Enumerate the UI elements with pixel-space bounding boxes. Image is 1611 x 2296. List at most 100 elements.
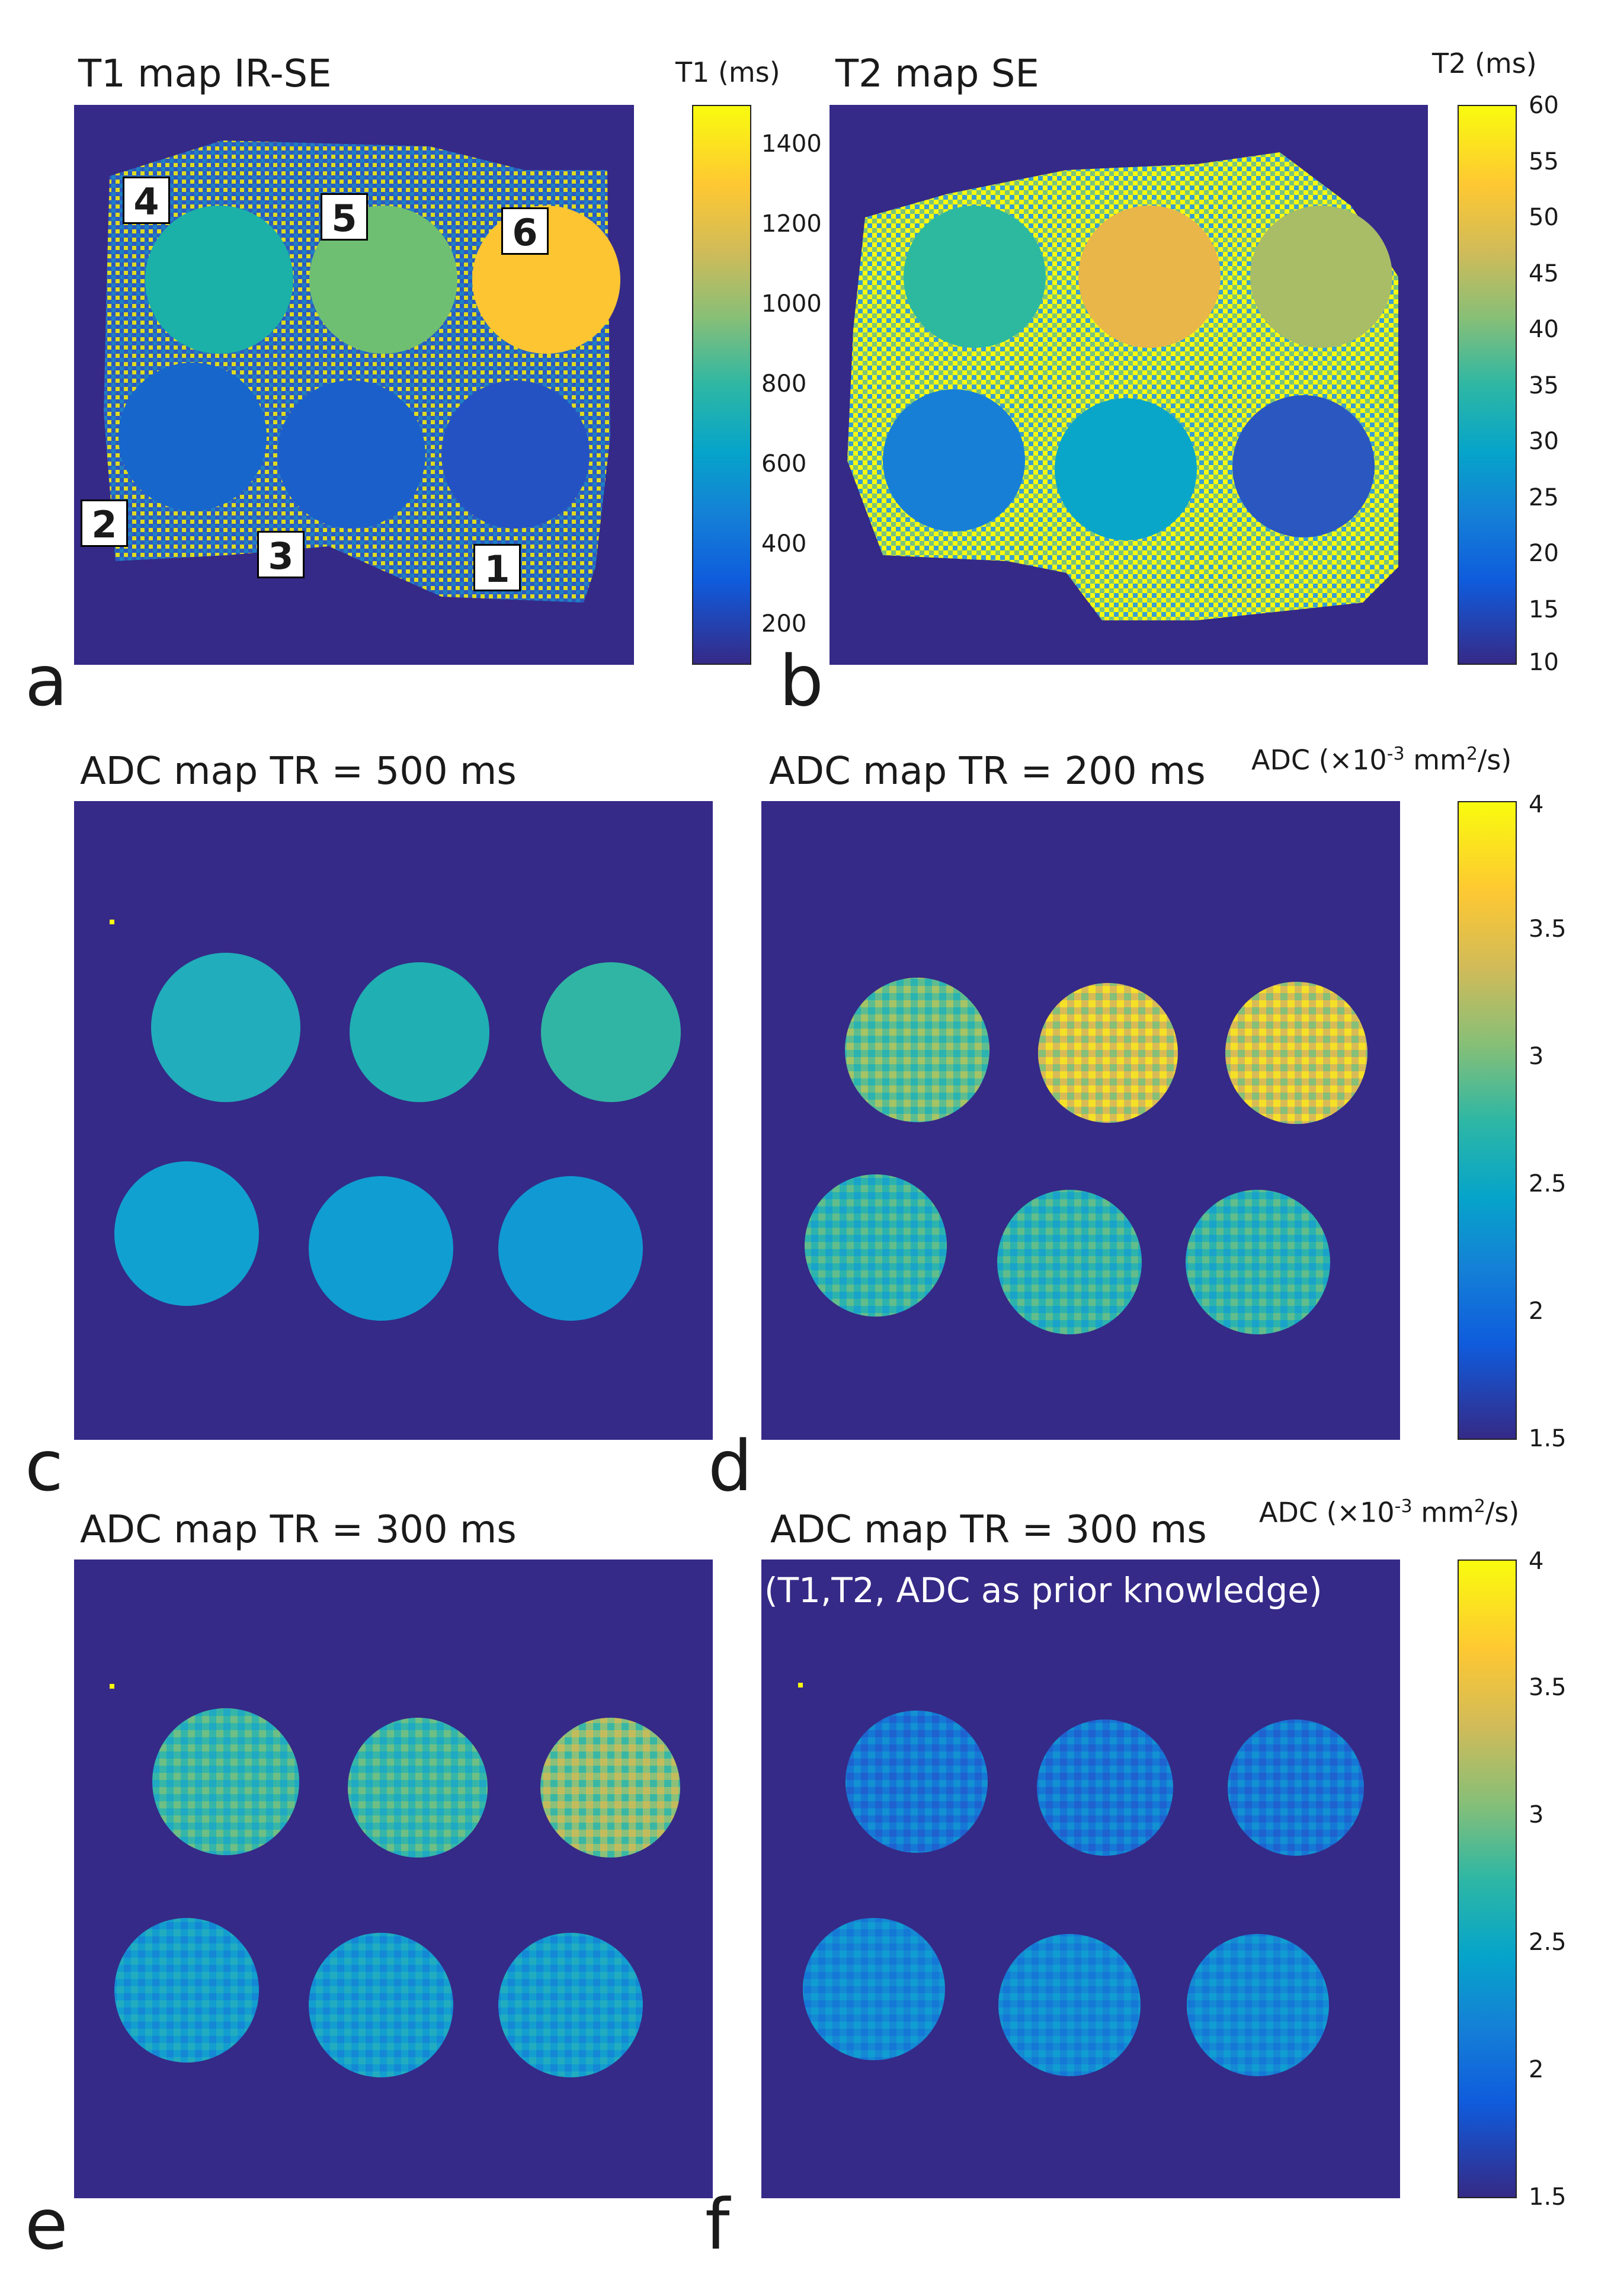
adc-bottom-tick-4: 4 xyxy=(1529,1548,1544,1575)
adc-map-tr200-image xyxy=(805,978,1367,1334)
adc-bottom-tick-1.5: 1.5 xyxy=(1529,2183,1567,2211)
t2-tick-30: 30 xyxy=(1529,428,1559,455)
t2-tick-35: 35 xyxy=(1529,372,1559,399)
adc-bottom-tick-3: 3 xyxy=(1529,1801,1544,1829)
adc-bottom-tick-3.5: 3.5 xyxy=(1529,1674,1567,1701)
t2-tick-55: 55 xyxy=(1529,148,1559,175)
adc200-vial-4 xyxy=(845,978,989,1122)
t2-colorbar xyxy=(1458,105,1517,665)
adc200-vial-6 xyxy=(1225,982,1367,1124)
adc-top-tick-1.5: 1.5 xyxy=(1529,1425,1567,1452)
panel-b-title: T2 map SE xyxy=(835,52,1039,96)
adc200-vial-3 xyxy=(997,1190,1142,1334)
vial-label-5: 5 xyxy=(321,193,368,241)
adc300-vial-2 xyxy=(114,1918,259,2063)
adc-map-tr500-image xyxy=(110,920,681,1321)
adc500-vial-1 xyxy=(498,1176,643,1321)
t1-vial-3 xyxy=(277,380,425,529)
t2-tick-20: 20 xyxy=(1529,540,1559,567)
adc-colorbar-top xyxy=(1458,801,1517,1440)
adc500-vial-4 xyxy=(151,953,300,1102)
vial-label-3: 3 xyxy=(257,531,305,578)
panel-f-letter: f xyxy=(705,2183,730,2265)
vial-label-1: 1 xyxy=(473,544,521,591)
adc-map-tr200 xyxy=(761,801,1400,1440)
t1-tick-1000: 1000 xyxy=(761,290,822,318)
panel-a-title: T1 map IR-SE xyxy=(78,52,332,96)
adc300-vial-1 xyxy=(498,1933,643,2077)
vial-label-4: 4 xyxy=(123,177,170,224)
adc300-vial-5 xyxy=(348,1718,488,1858)
t2-map-image xyxy=(847,152,1398,620)
t1-tick-1200: 1200 xyxy=(761,210,822,238)
adc500-vial-2 xyxy=(114,1161,259,1306)
vial-label-6: 6 xyxy=(501,207,549,255)
adc-top-tick-2.5: 2.5 xyxy=(1529,1170,1567,1197)
t2-tick-45: 45 xyxy=(1529,260,1559,287)
t1-tick-1400: 1400 xyxy=(761,130,822,158)
adc-colorbar-bottom xyxy=(1458,1560,1517,2198)
t2-vial-3 xyxy=(1055,398,1197,540)
t1-vial-5 xyxy=(309,206,457,354)
panel-b-letter: b xyxy=(779,640,824,722)
adc-colorbar-bottom-label: ADC (×10-3 mm2/s) xyxy=(1259,1496,1520,1529)
adc-bottom-tick-2.5: 2.5 xyxy=(1529,1929,1567,1956)
adc500-vial-5 xyxy=(350,962,489,1102)
panel-e-title: ADC map TR = 300 ms xyxy=(80,1508,517,1552)
t2-vial-5 xyxy=(1078,206,1221,348)
t1-tick-800: 800 xyxy=(761,370,807,398)
adc200-vial-5 xyxy=(1038,983,1178,1123)
panel-f-prior-note: (T1,T2, ADC as prior knowledge) xyxy=(764,1570,1322,1610)
vial-label-2: 2 xyxy=(81,499,128,547)
adc-bottom-tick-2: 2 xyxy=(1529,2056,1544,2083)
t1-colorbar xyxy=(692,105,751,665)
panel-a-letter: a xyxy=(25,640,68,722)
adc-colorbar-top-label: ADC (×10-3 mm2/s) xyxy=(1251,744,1512,776)
t2-tick-15: 15 xyxy=(1529,596,1559,623)
adc-top-tick-2: 2 xyxy=(1529,1298,1544,1325)
panel-e-letter: e xyxy=(25,2183,68,2265)
t2-tick-10: 10 xyxy=(1529,649,1559,676)
adcprior-vial-1 xyxy=(1187,1934,1329,2076)
t2-vial-4 xyxy=(904,206,1046,348)
panel-d-title: ADC map TR = 200 ms xyxy=(769,750,1206,793)
t2-vial-2 xyxy=(883,389,1025,531)
adc500-vial-6 xyxy=(541,962,681,1102)
adc-map-tr300 xyxy=(74,1560,713,2198)
t2-tick-40: 40 xyxy=(1529,316,1559,343)
adcprior-vial-5 xyxy=(1037,1719,1173,1856)
adcprior-vial-2 xyxy=(803,1918,945,2060)
t1-vial-4 xyxy=(145,206,293,354)
adc300-vial-4 xyxy=(152,1708,299,1855)
t2-colorbar-label: T2 (ms) xyxy=(1432,47,1537,79)
t1-tick-600: 600 xyxy=(761,450,807,478)
adc-top-tick-3.5: 3.5 xyxy=(1529,915,1567,943)
panel-c-letter: c xyxy=(25,1425,63,1507)
adc-top-tick-4: 4 xyxy=(1529,791,1544,818)
adc200-vial-2 xyxy=(805,1174,947,1317)
adc-top-tick-3: 3 xyxy=(1529,1043,1544,1070)
t1-colorbar-label: T1 (ms) xyxy=(675,56,780,88)
t1-tick-200: 200 xyxy=(761,610,807,638)
adc-map-tr300-prior xyxy=(761,1560,1400,2198)
t1-vial-1 xyxy=(441,380,590,529)
panel-f-title: ADC map TR = 300 ms xyxy=(770,1508,1207,1552)
t1-tick-400: 400 xyxy=(761,530,807,558)
t2-vial-6 xyxy=(1250,206,1392,348)
t1-map-image xyxy=(104,140,620,603)
adc300-vial-3 xyxy=(309,1933,453,2077)
t1-vial-2 xyxy=(118,363,267,511)
adcprior-vial-3 xyxy=(998,1934,1141,2076)
adc-map-tr500 xyxy=(74,801,713,1440)
adc-map-tr300-image xyxy=(110,1684,680,2077)
t2-map xyxy=(829,105,1428,665)
t2-tick-60: 60 xyxy=(1529,92,1559,119)
t2-tick-25: 25 xyxy=(1529,484,1559,511)
adcprior-vial-4 xyxy=(845,1711,988,1853)
adc200-vial-1 xyxy=(1186,1190,1330,1334)
adc-map-tr300-prior-image xyxy=(798,1683,1364,2076)
adc500-vial-3 xyxy=(309,1176,453,1321)
panel-c-title: ADC map TR = 500 ms xyxy=(80,750,517,793)
t2-vial-1 xyxy=(1232,395,1375,537)
panel-d-letter: d xyxy=(708,1425,752,1507)
